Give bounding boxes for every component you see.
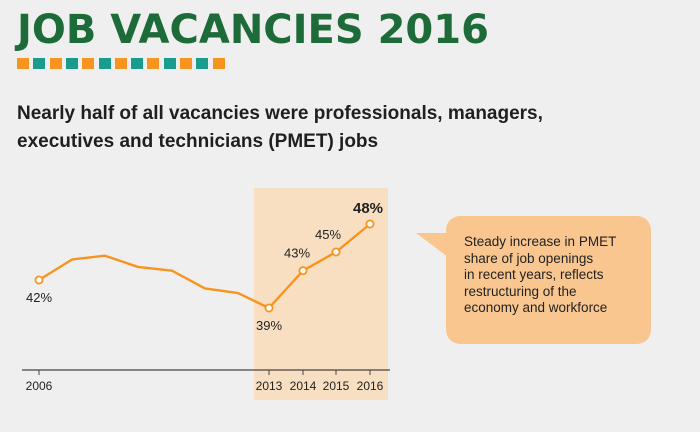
data-label: 48% bbox=[353, 200, 383, 217]
series-line bbox=[38, 223, 371, 310]
callout-text: Steady increase in PMET share of job open… bbox=[464, 234, 644, 317]
callout-line: restructuring of the bbox=[464, 283, 577, 299]
callout-box: Steady increase in PMET share of job open… bbox=[446, 216, 651, 344]
decorative-square bbox=[212, 58, 225, 69]
data-label: 43% bbox=[284, 246, 310, 261]
data-point-marker bbox=[331, 247, 341, 257]
callout-pointer bbox=[416, 233, 448, 257]
x-tick-label: 2016 bbox=[357, 379, 384, 393]
callout-line: Steady increase in PMET bbox=[464, 234, 617, 249]
subtitle-line-2: executives and technicians (PMET) jobs bbox=[17, 131, 379, 152]
data-point-marker bbox=[365, 219, 375, 229]
data-point-marker bbox=[298, 266, 308, 276]
callout-line: economy and workforce bbox=[464, 300, 608, 316]
callout-line: share of job openings bbox=[464, 250, 594, 266]
decorative-square bbox=[163, 58, 176, 69]
x-tick-label: 2015 bbox=[323, 379, 350, 393]
callout-line: in recent years, reflects bbox=[464, 267, 604, 283]
decorative-square bbox=[180, 58, 192, 69]
x-tick-label: 2014 bbox=[290, 379, 317, 393]
decorative-square bbox=[196, 58, 209, 69]
subtitle-line-1: Nearly half of all vacancies were profes… bbox=[17, 103, 543, 124]
decorative-square bbox=[82, 58, 95, 69]
decorative-square bbox=[98, 58, 111, 69]
data-point-marker bbox=[34, 275, 44, 285]
decorative-square bbox=[131, 58, 144, 69]
decorative-square bbox=[17, 58, 29, 69]
data-label: 42% bbox=[26, 290, 52, 305]
chart-subtitle: Nearly half of all vacancies were profes… bbox=[17, 100, 677, 156]
data-label: 39% bbox=[256, 318, 282, 333]
highlight-band bbox=[254, 188, 388, 400]
data-point-marker bbox=[264, 303, 274, 313]
decorative-square bbox=[65, 58, 78, 69]
x-tick-label: 2013 bbox=[256, 379, 283, 393]
decorative-square bbox=[114, 58, 127, 69]
decorative-square bbox=[147, 58, 160, 69]
page-title: JOB VACANCIES 2016 bbox=[17, 7, 489, 53]
data-label: 45% bbox=[315, 227, 341, 242]
x-tick-label: 2006 bbox=[26, 379, 53, 393]
decorative-square bbox=[49, 58, 62, 69]
decorative-square bbox=[33, 58, 46, 69]
